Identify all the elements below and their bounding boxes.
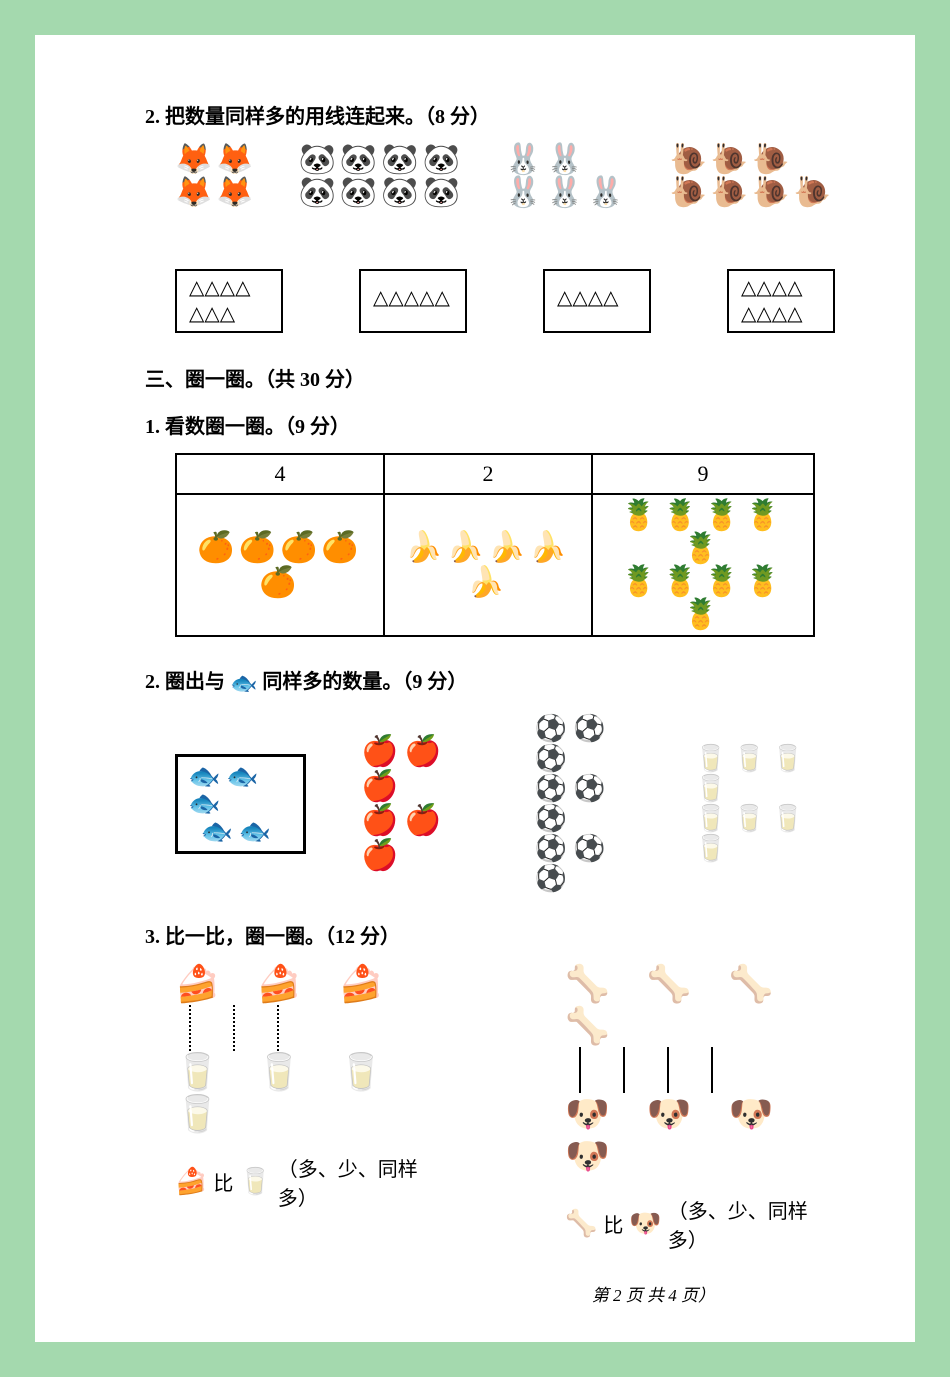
- cake-icon: 🍰 🍰 🍰: [175, 964, 397, 1004]
- cakes-row: 🍰 🍰 🍰: [175, 963, 445, 1005]
- q2-text: 把数量同样多的用线连起来。（8 分）: [165, 106, 490, 128]
- fish-icon: 🐟🐟🐟: [188, 763, 293, 818]
- q3-1-prompt: 1. 看数圈一圈。（9 分）: [145, 410, 835, 439]
- apple-icon: 🍎🍎🍎: [361, 735, 480, 804]
- q3-3-number: 3.: [145, 926, 160, 948]
- cell-oranges[interactable]: 🍊🍊🍊🍊🍊: [176, 494, 384, 636]
- fish-icon: 🐟: [230, 670, 257, 695]
- cell-bananas[interactable]: 🍌🍌🍌🍌🍌: [384, 494, 592, 636]
- triangles: △△△△: [189, 275, 269, 301]
- compare-word: 比: [213, 1167, 233, 1196]
- rabbit-icon: 🐰🐰🐰: [505, 176, 629, 209]
- milk-icon: 🥛🥛🥛🥛: [695, 804, 835, 864]
- q3-2-pre: 圈出与: [165, 671, 225, 693]
- group-balls[interactable]: ⚽⚽⚽ ⚽⚽⚽ ⚽⚽⚽: [535, 714, 640, 893]
- snail-icon: 🐌🐌🐌🐌: [670, 176, 835, 209]
- triangle-box-5[interactable]: △△△△△: [359, 269, 467, 333]
- group-milk[interactable]: 🥛🥛🥛🥛 🥛🥛🥛🥛: [695, 744, 835, 864]
- milk-icon: 🥛🥛🥛🥛: [695, 744, 835, 804]
- fox-icon: 🦊🦊: [175, 143, 258, 176]
- ball-icon: ⚽⚽⚽: [535, 774, 640, 834]
- milks-row: 🥛 🥛 🥛 🥛: [175, 1051, 445, 1135]
- q2-group-foxes[interactable]: 🦊🦊 🦊🦊: [175, 143, 258, 209]
- compare-word: 比: [603, 1209, 623, 1238]
- bone-icon: 🦴 🦴 🦴 🦴: [565, 964, 787, 1046]
- dotted-lines: [189, 1005, 445, 1051]
- q3-3-left-answer[interactable]: 🍰 比 🥛 （多、少、同样多）: [175, 1153, 445, 1211]
- banana-icon: 🍌🍌🍌🍌🍌: [405, 531, 570, 599]
- header-2: 2: [384, 454, 592, 494]
- pineapple-icon: 🍍🍍🍍🍍🍍: [601, 499, 805, 565]
- section3-number: 三、: [145, 369, 185, 391]
- fish-icon: 🐟🐟: [188, 818, 293, 845]
- cake-icon: 🍰: [175, 1167, 207, 1197]
- worksheet-page: 2. 把数量同样多的用线连起来。（8 分） 🦊🦊 🦊🦊 🐼🐼🐼🐼 🐼🐼🐼🐼 🐰🐰…: [35, 35, 915, 1342]
- milk-icon: 🥛: [239, 1167, 271, 1197]
- q3-3-prompt: 3. 比一比，圈一圈。（12 分）: [145, 920, 835, 949]
- triangles: △△△△: [557, 285, 637, 311]
- q2-group-pandas[interactable]: 🐼🐼🐼🐼 🐼🐼🐼🐼: [299, 143, 464, 209]
- triangle-box-8[interactable]: △△△△ △△△△: [727, 269, 835, 333]
- q3-2-post: 同样多的数量。（9 分）: [262, 671, 467, 693]
- q2-group-snails[interactable]: 🐌🐌🐌 🐌🐌🐌🐌: [670, 143, 835, 209]
- rabbit-icon: 🐰🐰: [505, 143, 588, 176]
- q3-3-left: 🍰 🍰 🍰 🥛 🥛 🥛 🥛 🍰 比 🥛 （多、少、同样多）: [175, 963, 445, 1253]
- q3-2-prompt: 2. 圈出与 🐟 同样多的数量。（9 分）: [145, 665, 835, 696]
- solid-lines: [579, 1047, 835, 1093]
- orange-icon: 🍊🍊🍊🍊🍊: [197, 531, 362, 599]
- triangles: △△△△△: [373, 285, 453, 311]
- panda-icon: 🐼🐼🐼🐼: [299, 176, 464, 209]
- fox-icon: 🦊🦊: [175, 176, 258, 209]
- q3-3-right: 🦴 🦴 🦴 🦴 🐶 🐶 🐶 🐶 🦴 比 🐶 （多、少、同样多）: [565, 963, 835, 1253]
- q2-top-row: 🦊🦊 🦊🦊 🐼🐼🐼🐼 🐼🐼🐼🐼 🐰🐰 🐰🐰🐰 🐌🐌🐌 🐌🐌🐌🐌: [175, 143, 835, 209]
- apple-icon: 🍎🍎🍎: [361, 804, 480, 873]
- triangle-box-4[interactable]: △△△△: [543, 269, 651, 333]
- dog-icon: 🐶: [629, 1209, 661, 1239]
- q3-2-number: 2.: [145, 671, 160, 693]
- triangles: △△△: [189, 301, 269, 327]
- header-9: 9: [592, 454, 814, 494]
- snail-icon: 🐌🐌🐌: [670, 143, 794, 176]
- dogs-row: 🐶 🐶 🐶 🐶: [565, 1093, 835, 1177]
- bones-row: 🦴 🦴 🦴 🦴: [565, 963, 835, 1047]
- bone-icon: 🦴: [565, 1209, 597, 1239]
- q2-bottom-row: △△△△ △△△ △△△△△ △△△△ △△△△ △△△△: [175, 269, 835, 333]
- q3-3-container: 🍰 🍰 🍰 🥛 🥛 🥛 🥛 🍰 比 🥛 （多、少、同样多） 🦴 🦴 🦴 🦴 🐶 …: [175, 963, 835, 1253]
- ball-icon: ⚽⚽⚽: [535, 834, 640, 894]
- panda-icon: 🐼🐼🐼🐼: [299, 143, 464, 176]
- q3-1-number: 1.: [145, 416, 160, 438]
- choices: （多、少、同样多）: [668, 1195, 835, 1253]
- reference-fish-box: 🐟🐟🐟 🐟🐟: [175, 754, 306, 854]
- q3-1-table: 4 2 9 🍊🍊🍊🍊🍊 🍌🍌🍌🍌🍌 🍍🍍🍍🍍🍍 🍍🍍🍍🍍🍍: [175, 453, 815, 637]
- q2-group-rabbits[interactable]: 🐰🐰 🐰🐰🐰: [505, 143, 629, 209]
- q3-3-text: 比一比，圈一圈。（12 分）: [165, 926, 400, 948]
- section3-heading: 三、圈一圈。（共 30 分）: [145, 363, 835, 392]
- triangle-box-7[interactable]: △△△△ △△△: [175, 269, 283, 333]
- q3-2-row: 🐟🐟🐟 🐟🐟 🍎🍎🍎 🍎🍎🍎 ⚽⚽⚽ ⚽⚽⚽ ⚽⚽⚽ 🥛🥛🥛🥛 🥛🥛🥛🥛: [175, 714, 835, 893]
- triangles: △△△△: [741, 275, 821, 301]
- group-apples[interactable]: 🍎🍎🍎 🍎🍎🍎: [361, 735, 480, 873]
- pineapple-icon: 🍍🍍🍍🍍🍍: [601, 565, 805, 631]
- choices: （多、少、同样多）: [278, 1153, 445, 1211]
- section3-text: 圈一圈。（共 30 分）: [185, 369, 365, 391]
- q2-number: 2.: [145, 106, 160, 128]
- milk-icon: 🥛 🥛 🥛 🥛: [175, 1052, 397, 1134]
- ball-icon: ⚽⚽⚽: [535, 714, 640, 774]
- triangles: △△△△: [741, 301, 821, 327]
- q3-1-text: 看数圈一圈。（9 分）: [165, 416, 350, 438]
- q3-3-right-answer[interactable]: 🦴 比 🐶 （多、少、同样多）: [565, 1195, 835, 1253]
- header-4: 4: [176, 454, 384, 494]
- cell-pineapples[interactable]: 🍍🍍🍍🍍🍍 🍍🍍🍍🍍🍍: [592, 494, 814, 636]
- q2-prompt: 2. 把数量同样多的用线连起来。（8 分）: [145, 100, 835, 129]
- page-footer: 第 2 页 共 4 页）: [592, 1281, 715, 1306]
- dog-icon: 🐶 🐶 🐶 🐶: [565, 1094, 787, 1176]
